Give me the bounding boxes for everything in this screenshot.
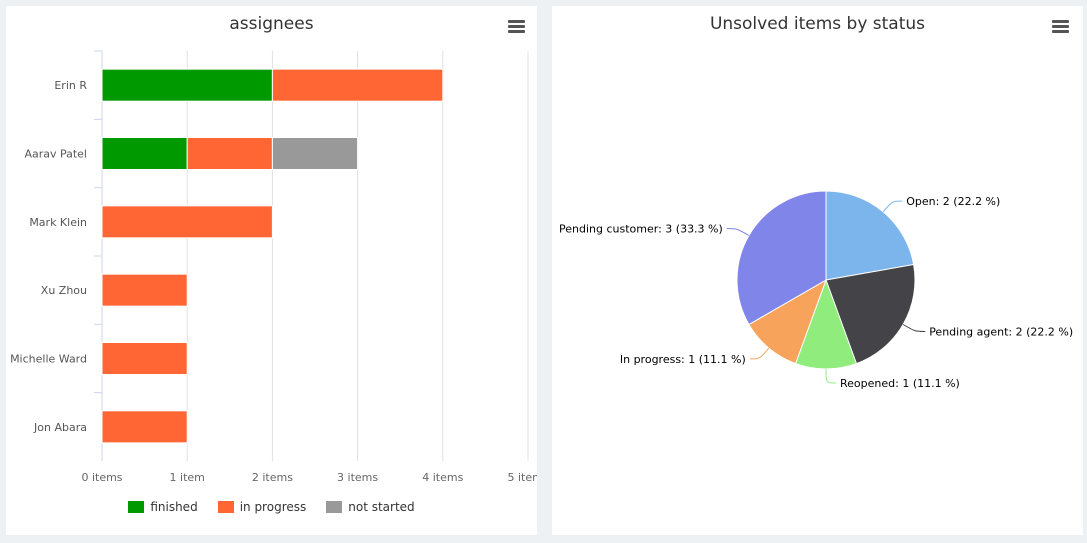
status-panel: Unsolved items by status Open: 2 (22.2 %… — [552, 6, 1083, 535]
category-label: Jon Abara — [33, 421, 87, 434]
x-tick-label: 5 items — [507, 471, 537, 484]
pie-label-in-progress: In progress: 1 (11.1 %) — [620, 353, 746, 366]
pie-label-open: Open: 2 (22.2 %) — [906, 195, 1000, 208]
pie-slice-pending-customer[interactable] — [736, 190, 827, 326]
bar-in-progress-michelle-ward[interactable] — [101, 342, 188, 375]
x-tick-label: 3 items — [337, 471, 378, 484]
pie-label-reopened: Reopened: 1 (11.1 %) — [840, 377, 960, 390]
assignees-panel: assignees 0 items 1 item 2 items 3 items 4 i… — [6, 6, 537, 535]
category-label: Mark Klein — [29, 216, 87, 229]
bar-chart-legend: finished in progress not started — [6, 500, 537, 514]
pie-label-pending-agent: Pending agent: 2 (22.2 %) — [929, 326, 1073, 339]
legend-swatch — [128, 501, 145, 513]
pie-chart-title: Unsolved items by status — [709, 14, 926, 34]
bar-in-progress-xu-zhou[interactable] — [101, 273, 188, 307]
category-label: Michelle Ward — [10, 353, 87, 366]
legend-label: finished — [150, 500, 198, 514]
bar-not-started-aarav-patel[interactable] — [271, 137, 359, 170]
bar-chart: 0 items 1 item 2 items 3 items 4 items 5 item… — [10, 50, 537, 484]
x-tick-label: 4 items — [422, 471, 463, 484]
pie-chart: Open: 2 (22.2 %) Pending agent: 2 (22.2 %… — [559, 190, 1073, 390]
x-tick-label: 1 item — [170, 471, 205, 484]
legend-label: in progress — [239, 500, 307, 514]
category-label: Erin R — [54, 79, 87, 92]
pie-connector-pending-customer — [726, 228, 750, 236]
pie-connector-pending-agent — [902, 324, 926, 332]
bar-in-progress-erin-r[interactable] — [271, 68, 444, 102]
x-tick-label: 0 items — [81, 471, 122, 484]
legend-item-not-started[interactable]: not started — [326, 500, 415, 514]
pie-label-pending-customer: Pending customer: 3 (33.3 %) — [559, 223, 723, 236]
bar-finished-erin-r[interactable] — [101, 68, 273, 102]
bar-chart-menu-icon[interactable] — [508, 20, 525, 34]
bar-chart-title: assignees — [229, 14, 314, 34]
legend-item-in-progress[interactable]: in progress — [217, 500, 307, 514]
bar-in-progress-jon-abara[interactable] — [101, 410, 188, 444]
legend-swatch — [326, 501, 343, 513]
legend-item-finished[interactable]: finished — [128, 500, 198, 514]
x-tick-label: 2 items — [252, 471, 293, 484]
pie-connector-open — [882, 200, 903, 213]
category-label: Xu Zhou — [41, 284, 87, 297]
bar-in-progress-mark-klein[interactable] — [101, 205, 273, 239]
bar-finished-aarav-patel[interactable] — [101, 137, 188, 170]
category-label: Aarav Patel — [24, 148, 87, 161]
legend-swatch — [217, 501, 234, 513]
legend-label: not started — [348, 500, 415, 514]
pie-chart-menu-icon[interactable] — [1052, 20, 1069, 34]
pie-connector-in-progress — [749, 347, 770, 360]
pie-connector-reopened — [825, 368, 837, 384]
bar-in-progress-aarav-patel[interactable] — [186, 137, 273, 170]
